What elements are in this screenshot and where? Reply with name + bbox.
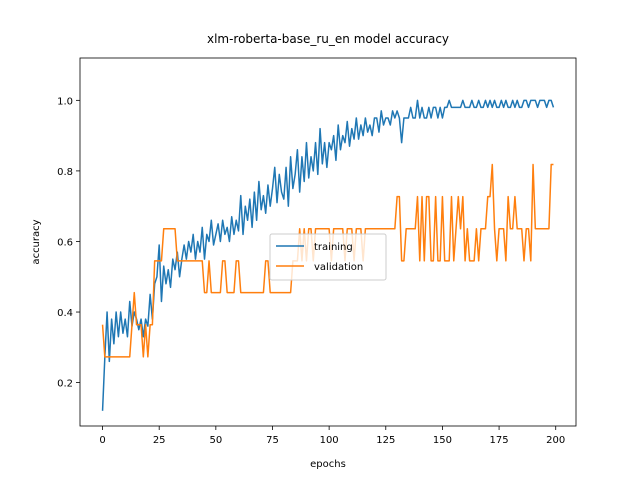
x-axis-label: epochs bbox=[310, 459, 346, 470]
legend-label: training bbox=[314, 242, 353, 253]
x-tick-label: 25 bbox=[153, 435, 166, 446]
y-tick-label: 0.4 bbox=[57, 308, 73, 319]
x-tick-label: 150 bbox=[433, 435, 452, 446]
y-tick-label: 1.0 bbox=[57, 96, 73, 107]
x-tick-label: 200 bbox=[546, 435, 565, 446]
x-tick-label: 175 bbox=[490, 435, 509, 446]
y-axis-label: accuracy bbox=[31, 219, 42, 264]
y-tick-label: 0.6 bbox=[57, 237, 73, 248]
legend-label: validation bbox=[314, 262, 363, 273]
series-line bbox=[101, 163, 554, 358]
x-tick-label: 100 bbox=[320, 435, 339, 446]
legend-box bbox=[269, 233, 387, 281]
y-tick-label: 0.2 bbox=[57, 379, 73, 390]
x-tick-label: 75 bbox=[266, 435, 279, 446]
x-tick-label: 50 bbox=[209, 435, 222, 446]
legend: training validation bbox=[269, 233, 387, 281]
x-tick-label: 0 bbox=[99, 435, 105, 446]
y-tick-label: 0.8 bbox=[57, 167, 73, 178]
axes-frame bbox=[79, 57, 577, 427]
x-tick-label: 125 bbox=[376, 435, 395, 446]
chart-title: xlm-roberta-base_ru_en model accuracy bbox=[207, 32, 449, 46]
